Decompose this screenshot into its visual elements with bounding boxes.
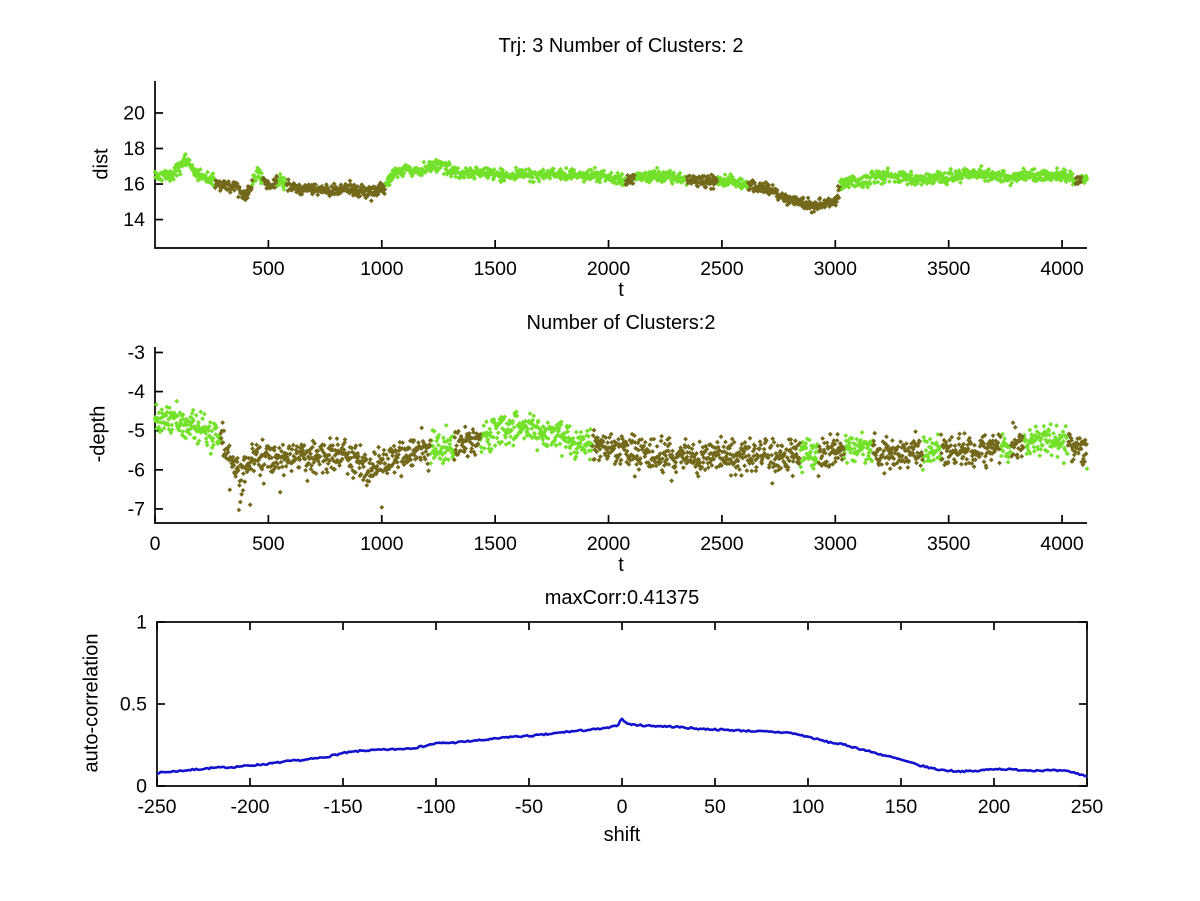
x-tick-label: 250	[1071, 796, 1104, 818]
y-tick-label: -6	[128, 459, 145, 481]
x-tick-label: 3000	[814, 533, 858, 555]
x-tick-label: 0	[617, 796, 628, 818]
y-tick-label: 18	[123, 138, 145, 160]
x-tick-label: 4000	[1040, 258, 1084, 280]
y-tick-label: -7	[128, 498, 145, 520]
x-tick-label: 3500	[927, 533, 971, 555]
x-tick-label: 200	[978, 796, 1011, 818]
y-tick-label: 16	[123, 174, 145, 196]
x-tick-label: 500	[252, 533, 285, 555]
x-tick-label: 0	[150, 533, 161, 555]
x-tick-label: 2000	[587, 258, 631, 280]
x-tick-label: 50	[704, 796, 726, 818]
y-tick-label: 0	[136, 776, 147, 798]
y-tick-label: 14	[123, 209, 145, 231]
y-tick-label: -5	[128, 420, 145, 442]
scatter-cluster-2	[218, 420, 1089, 513]
subplot3-ylabel: auto-correlation	[80, 633, 103, 773]
x-tick-label: 1500	[473, 258, 517, 280]
x-tick-label: 2000	[587, 533, 631, 555]
x-tick-label: -250	[137, 796, 176, 818]
x-tick-label: 2500	[700, 533, 744, 555]
x-tick-label: 2500	[700, 258, 744, 280]
subplot1-ylabel: dist	[90, 148, 113, 180]
x-tick-label: 3500	[927, 258, 971, 280]
x-tick-label: 4000	[1040, 533, 1084, 555]
y-tick-label: 20	[123, 102, 145, 124]
x-tick-label: -200	[230, 796, 269, 818]
x-tick-label: 150	[885, 796, 918, 818]
y-tick-label: -4	[128, 381, 145, 403]
x-tick-label: 3000	[814, 258, 858, 280]
subplot1-title: Trj: 3 Number of Clusters: 2	[498, 35, 744, 57]
subplot3-xlabel: shift	[603, 824, 641, 846]
x-tick-label: 500	[252, 258, 285, 280]
x-tick-label: 100	[792, 796, 825, 818]
subplot1-xlabel: t	[618, 279, 624, 301]
x-tick-label: -100	[416, 796, 455, 818]
y-tick-label: 1	[136, 612, 147, 634]
subplot2-ylabel: -depth	[87, 405, 110, 463]
x-tick-label: -150	[323, 796, 362, 818]
axes-lines	[154, 81, 1087, 249]
y-tick-label: 0.5	[120, 694, 147, 716]
subplot2-xlabel: t	[618, 554, 624, 576]
autocorrelation-line	[156, 717, 1088, 778]
x-tick-label: -50	[515, 796, 543, 818]
subplot2-title: Number of Clusters:2	[526, 312, 716, 334]
x-tick-label: 1500	[473, 533, 517, 555]
scatter-cluster-1	[152, 151, 1090, 192]
x-tick-label: 1000	[360, 258, 404, 280]
subplot3-title: maxCorr:0.41375	[544, 587, 700, 609]
x-tick-label: 1000	[360, 533, 404, 555]
y-tick-label: -3	[128, 342, 145, 364]
